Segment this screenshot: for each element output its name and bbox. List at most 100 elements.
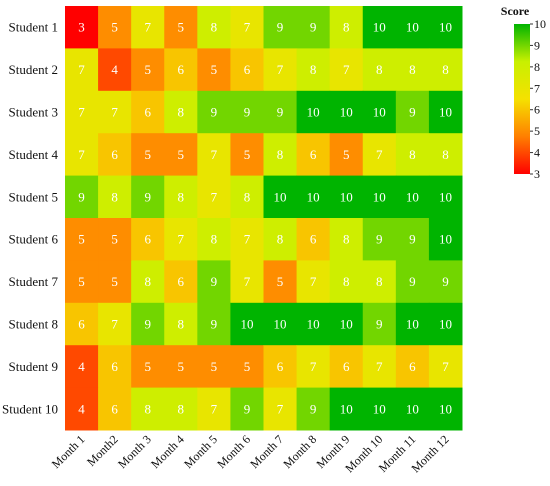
colorbar [514, 24, 530, 174]
heatmap-cell [329, 48, 364, 92]
heatmap-cell [428, 90, 463, 134]
cell-value-label: 10 [406, 317, 419, 332]
cell-value-label: 7 [310, 274, 317, 289]
cell-value-label: 10 [406, 189, 419, 204]
cell-value-label: 8 [277, 232, 284, 247]
cell-value-label: 10 [274, 189, 287, 204]
y-tick-label: Student 6 [9, 232, 59, 247]
heatmap-cell [428, 302, 463, 346]
cell-value-label: 9 [376, 317, 383, 332]
heatmap-cell [131, 218, 165, 261]
heatmap-cell [395, 133, 430, 177]
y-tick-label: Student 2 [9, 62, 58, 77]
cell-value-label: 10 [439, 189, 452, 204]
cell-value-label: 8 [244, 189, 251, 204]
heatmap-cell [65, 218, 99, 261]
heatmap-cell [197, 6, 231, 49]
y-tick-label: Student 4 [9, 147, 59, 162]
heatmap-cell [263, 345, 298, 389]
cell-value-label: 9 [376, 232, 383, 247]
heatmap-cell [362, 48, 397, 92]
heatmap-cell [395, 260, 430, 304]
heatmap-cell [296, 48, 331, 92]
heatmap-cell [230, 260, 264, 304]
y-tick-label: Student 5 [9, 189, 58, 204]
heatmap-cell [98, 218, 132, 261]
heatmap-cell [296, 218, 331, 261]
cell-value-label: 8 [409, 147, 416, 162]
heatmap-cell [329, 175, 364, 219]
heatmap-cell [98, 133, 132, 177]
heatmap-cell [230, 175, 264, 219]
cell-value-label: 9 [310, 401, 317, 416]
cell-value-label: 8 [144, 274, 151, 289]
x-tick-label: Month 1 [49, 432, 88, 471]
cell-value-label: 10 [307, 105, 320, 120]
colorbar-legend: Score 3 4 5 6 7 8 9 10 [501, 4, 546, 181]
cell-value-label: 9 [409, 274, 416, 289]
cell-value-label: 8 [211, 20, 218, 35]
cell-value-label: 8 [442, 147, 449, 162]
cell-value-label: 5 [111, 232, 118, 247]
cell-value-label: 5 [144, 359, 151, 374]
x-tick-label: Month 3 [115, 432, 154, 471]
heatmap-cell [98, 48, 132, 92]
colorbar-tick-label: 5 [534, 124, 540, 138]
cell-value-label: 8 [310, 62, 317, 77]
cell-value-label: 10 [307, 189, 320, 204]
y-tick-label: Student 1 [9, 20, 58, 35]
heatmap-cell [164, 133, 198, 177]
heatmap-cell [428, 387, 463, 431]
heatmap-cell [230, 302, 264, 346]
cell-value-label: 6 [244, 62, 251, 77]
cell-value-label: 7 [442, 359, 449, 374]
x-tick-label: Month 6 [214, 432, 253, 471]
cell-value-label: 7 [211, 401, 218, 416]
heatmap-cell [428, 133, 463, 177]
cell-value-label: 8 [442, 62, 449, 77]
heatmap-cell [131, 6, 165, 49]
cell-value-label: 10 [340, 401, 353, 416]
heatmap-cell [362, 90, 397, 134]
heatmap-cell [98, 387, 132, 431]
cell-value-label: 8 [343, 20, 350, 35]
heatmap-cell [395, 48, 430, 92]
heatmap-cell [164, 48, 198, 92]
cell-value-label: 6 [310, 232, 317, 247]
heatmap-cell [428, 48, 463, 92]
cell-value-label: 5 [78, 232, 85, 247]
heatmap-cell [296, 302, 331, 346]
heatmap-cell [164, 260, 198, 304]
heatmap-cell [98, 345, 132, 389]
heatmap-cell [98, 175, 132, 219]
cell-value-label: 8 [178, 189, 185, 204]
cell-value-label: 8 [376, 274, 383, 289]
cell-value-label: 8 [409, 62, 416, 77]
cell-value-label: 7 [111, 317, 118, 332]
heatmap-cell [164, 302, 198, 346]
cell-labels: 3 5 7 5 8 7 9 9 8 10 10 10 7 4 5 6 5 6 7 8 7 8 8 8 7 7 6 8 9 9 9 10 10 10… [78, 20, 452, 417]
heatmap-cell [428, 175, 463, 219]
cell-value-label: 9 [409, 232, 416, 247]
cell-value-label: 10 [439, 105, 452, 120]
heatmap-cell [362, 260, 397, 304]
x-tick-label: Month 5 [181, 432, 220, 471]
heatmap-cell [395, 175, 430, 219]
heatmap-cell [362, 302, 397, 346]
cell-value-label: 9 [442, 274, 449, 289]
cell-value-label: 10 [439, 317, 452, 332]
heatmap-cell [395, 302, 430, 346]
heatmap-cell [428, 345, 463, 389]
heatmap-cell [263, 218, 298, 261]
cell-value-label: 7 [211, 189, 218, 204]
cell-value-label: 6 [178, 274, 185, 289]
heatmap-cell [164, 90, 198, 134]
heatmap-cell [197, 133, 231, 177]
heatmap-cell [197, 48, 231, 92]
heatmap-cell [65, 48, 99, 92]
cell-value-label: 7 [343, 62, 350, 77]
cell-value-label: 4 [78, 401, 85, 416]
y-tick-label: Student 9 [9, 359, 58, 374]
